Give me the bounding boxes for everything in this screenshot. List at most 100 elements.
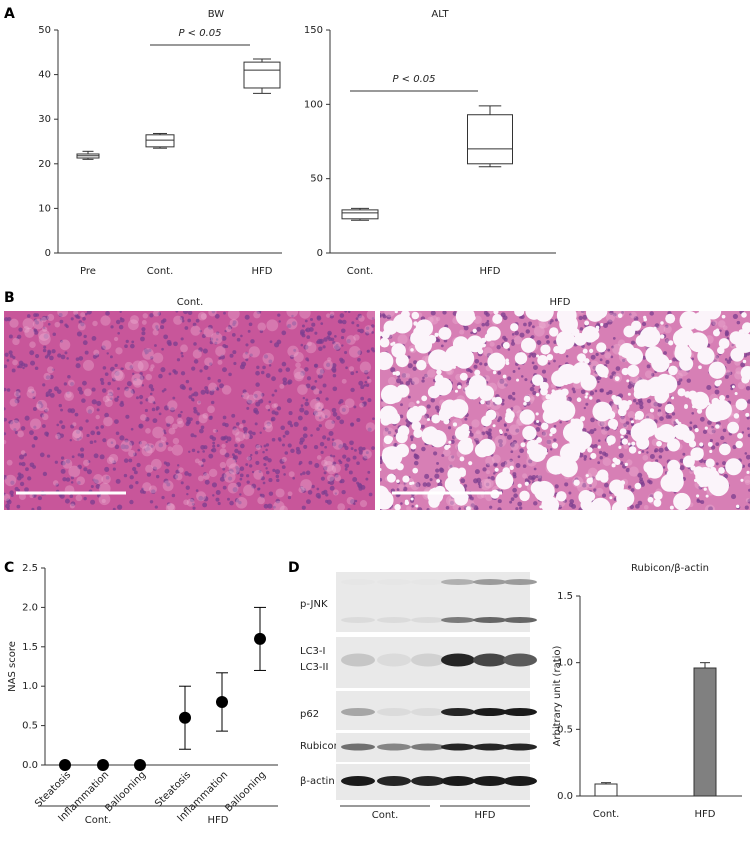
nucleus xyxy=(12,356,16,360)
nucleus xyxy=(504,424,507,427)
nucleus xyxy=(59,319,64,324)
nucleus xyxy=(747,427,750,431)
point xyxy=(254,632,266,645)
nucleus xyxy=(244,314,250,320)
box xyxy=(243,61,281,89)
nucleus xyxy=(64,498,70,504)
nucleus xyxy=(247,329,251,333)
texture xyxy=(337,503,346,510)
nucleus xyxy=(580,389,586,395)
texture xyxy=(346,335,356,345)
nucleus xyxy=(726,359,732,364)
nucleus xyxy=(96,408,100,412)
nucleus xyxy=(708,506,713,510)
nucleus xyxy=(130,390,134,393)
nucleus xyxy=(334,473,339,478)
nucleus xyxy=(707,420,712,425)
nucleus xyxy=(337,319,343,324)
nucleus xyxy=(193,342,197,346)
texture xyxy=(212,428,217,433)
nucleus xyxy=(227,497,230,501)
lipid-droplet xyxy=(565,334,574,343)
nucleus xyxy=(314,462,320,469)
texture xyxy=(106,456,115,465)
nucleus xyxy=(91,399,97,405)
texture xyxy=(120,440,133,452)
nucleus xyxy=(293,421,299,427)
nucleus xyxy=(86,469,92,475)
lipid-droplet xyxy=(584,395,588,399)
texture xyxy=(152,329,159,336)
nucleus xyxy=(220,354,225,360)
nucleus xyxy=(144,416,150,422)
texture xyxy=(605,312,616,323)
texture xyxy=(323,461,334,472)
nucleus xyxy=(60,408,64,412)
nucleus xyxy=(568,491,572,495)
nucleus xyxy=(90,499,96,505)
nucleus xyxy=(350,499,356,505)
nucleus xyxy=(623,423,627,428)
nucleus xyxy=(363,370,369,375)
nucleus xyxy=(255,444,260,449)
lipid-droplet xyxy=(415,504,419,508)
lipid-droplet xyxy=(492,424,496,428)
nucleus xyxy=(231,413,236,418)
nucleus xyxy=(289,354,295,360)
nucleus xyxy=(338,459,342,463)
nucleus xyxy=(44,408,48,413)
nucleus xyxy=(265,470,270,475)
nucleus xyxy=(82,380,87,386)
lipid-droplet xyxy=(715,424,720,429)
nucleus xyxy=(168,372,172,376)
nucleus xyxy=(260,476,265,481)
texture xyxy=(167,503,175,510)
nucleus xyxy=(201,458,206,463)
nucleus xyxy=(327,332,332,336)
texture xyxy=(22,318,34,330)
lipid-droplet xyxy=(416,359,427,371)
nucleus xyxy=(732,313,739,320)
blot-band xyxy=(341,653,375,667)
nucleus xyxy=(485,463,490,468)
lipid-droplet xyxy=(745,412,750,417)
nucleus xyxy=(82,340,88,346)
nucleus xyxy=(262,365,266,370)
nucleus xyxy=(731,343,734,347)
texture xyxy=(442,448,451,457)
texture xyxy=(105,393,114,401)
nucleus xyxy=(139,401,143,405)
texture xyxy=(140,414,147,421)
nucleus xyxy=(611,345,615,349)
lipid-droplet xyxy=(619,342,635,359)
texture xyxy=(533,325,545,337)
nucleus xyxy=(66,357,69,360)
lipid-droplet xyxy=(708,361,726,379)
lipid-droplet xyxy=(698,481,705,488)
nucleus xyxy=(363,384,367,387)
nucleus xyxy=(481,431,486,436)
nucleus xyxy=(300,485,304,490)
texture xyxy=(124,388,134,398)
nucleus xyxy=(29,350,35,356)
texture xyxy=(324,419,335,430)
nucleus xyxy=(141,331,146,336)
nucleus xyxy=(711,425,714,429)
nucleus xyxy=(60,354,66,360)
nucleus xyxy=(255,370,260,376)
nucleus xyxy=(288,411,293,416)
texture xyxy=(346,496,355,505)
lipid-droplet xyxy=(718,443,731,456)
lipid-droplet xyxy=(696,494,700,498)
nucleus xyxy=(384,427,389,432)
nucleus xyxy=(380,315,382,318)
nucleus xyxy=(188,472,192,477)
nucleus xyxy=(553,424,557,428)
lipid-droplet xyxy=(536,419,540,424)
nucleus xyxy=(10,493,14,497)
nucleus xyxy=(131,340,135,344)
nucleus xyxy=(187,420,191,425)
blot-label: LC3-II xyxy=(300,662,328,673)
texture xyxy=(662,443,667,448)
nucleus xyxy=(275,498,281,504)
